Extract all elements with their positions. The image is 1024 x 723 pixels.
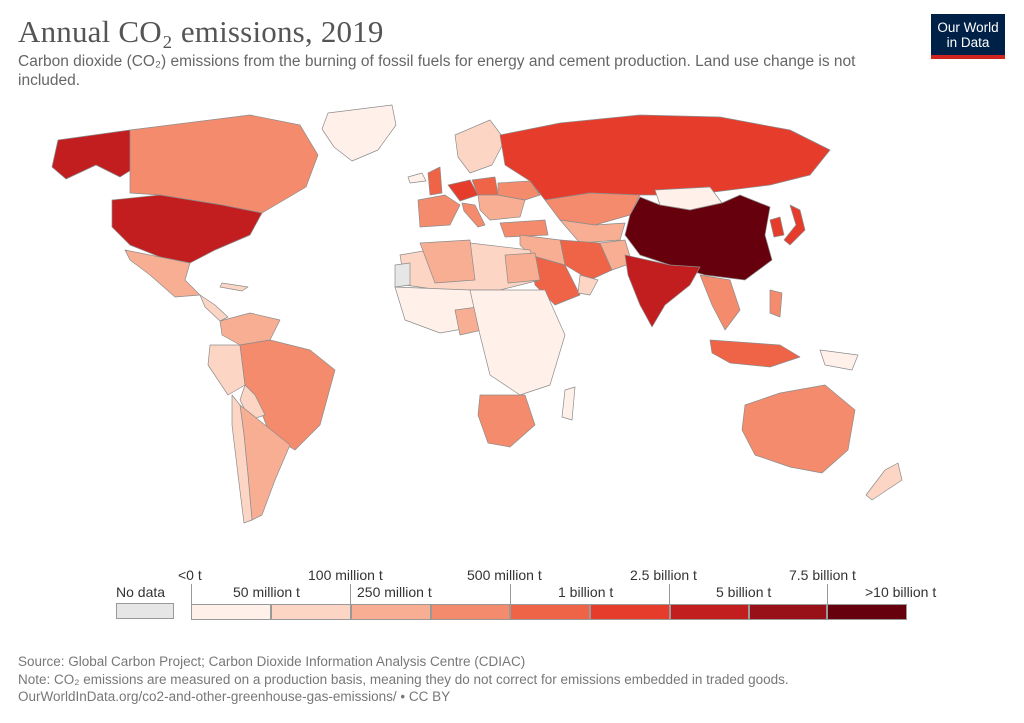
- legend-label-top-1: 100 million t: [308, 567, 383, 583]
- legend-tick: [669, 584, 670, 604]
- legend-tick: [191, 584, 192, 604]
- country-kazakhstan: [544, 192, 641, 226]
- country-uk: [427, 166, 443, 196]
- legend-tick: [350, 584, 351, 604]
- country-usa: [111, 194, 263, 264]
- legend-label-bottom-1: 250 million t: [357, 584, 432, 600]
- country-japan: [783, 204, 806, 246]
- legend-tick: [827, 584, 828, 604]
- country-china: [624, 194, 773, 281]
- owid-logo[interactable]: Our World in Data: [931, 14, 1005, 59]
- legend-bin-5[interactable]: [590, 604, 670, 620]
- country-russia: [499, 114, 831, 201]
- country-indonesia: [709, 339, 801, 368]
- country-chile: [231, 394, 253, 524]
- country-peru: [207, 344, 246, 396]
- country-greenland: [321, 104, 397, 162]
- country-png: [819, 349, 859, 371]
- legend-label-top-4: 7.5 billion t: [789, 567, 856, 583]
- legend-bin-6[interactable]: [670, 604, 749, 620]
- legend-bin-1[interactable]: [271, 604, 351, 620]
- country-south-africa: [477, 394, 536, 448]
- country-scandinavia: [454, 119, 506, 174]
- country-new-zealand: [865, 462, 903, 501]
- source-text[interactable]: Source: Global Carbon Project; Carbon Di…: [18, 654, 526, 669]
- legend-label-top-3: 2.5 billion t: [630, 567, 697, 583]
- country-australia: [741, 384, 856, 474]
- country-iraq-levant: [519, 234, 566, 266]
- country-egypt: [504, 252, 541, 284]
- country-iceland: [407, 172, 427, 184]
- url-text[interactable]: OurWorldInData.org/co2-and-other-greenho…: [18, 689, 451, 704]
- legend-label-top-2: 500 million t: [467, 567, 542, 583]
- logo-line-1: Our World: [937, 20, 999, 35]
- legend-bin-4[interactable]: [510, 604, 590, 620]
- note-text: Note: CO₂ emissions are measured on a pr…: [18, 671, 789, 687]
- legend-bin-3[interactable]: [431, 604, 510, 620]
- country-cuba: [219, 282, 249, 292]
- country-india: [624, 254, 701, 328]
- legend-label-top-0: <0 t: [178, 567, 202, 583]
- country-korea: [769, 216, 785, 238]
- legend-bin-8[interactable]: [827, 604, 907, 620]
- world-map[interactable]: [0, 95, 1024, 545]
- country-gulf: [577, 274, 599, 296]
- country-turkey: [499, 219, 549, 238]
- legend-label-bottom-0: 50 million t: [233, 584, 300, 600]
- country-ukraine: [497, 180, 541, 201]
- country-southeast-asia: [699, 274, 741, 331]
- legend-bin-2[interactable]: [351, 604, 431, 620]
- chart-title: Annual CO₂ emissions, 2019: [18, 14, 384, 49]
- country-alaska: [51, 129, 137, 180]
- country-central-africa: [469, 289, 566, 396]
- legend-no-data-swatch: [116, 603, 174, 619]
- country-central-asia: [559, 219, 626, 244]
- logo-line-2: in Data: [946, 35, 990, 50]
- country-algeria: [419, 239, 476, 284]
- country-canada: [129, 114, 319, 214]
- country-italy: [461, 202, 486, 228]
- chart-subtitle: Carbon dioxide (CO₂) emissions from the …: [18, 53, 856, 89]
- legend-label-bottom-4: >10 billion t: [865, 584, 937, 600]
- country-western-sahara: [394, 262, 411, 288]
- chart-footer: Source: Global Carbon Project; Carbon Di…: [18, 653, 789, 706]
- country-central-america: [199, 294, 229, 322]
- legend-no-data-label: No data: [116, 584, 166, 600]
- country-france-spain: [417, 194, 461, 228]
- legend-bin-0[interactable]: [191, 604, 271, 620]
- country-madagascar: [561, 386, 576, 421]
- legend-bin-7[interactable]: [749, 604, 827, 620]
- country-philippines: [769, 289, 783, 318]
- legend-label-bottom-3: 5 billion t: [716, 584, 772, 600]
- legend-label-bottom-2: 1 billion t: [558, 584, 614, 600]
- legend-tick: [510, 584, 511, 604]
